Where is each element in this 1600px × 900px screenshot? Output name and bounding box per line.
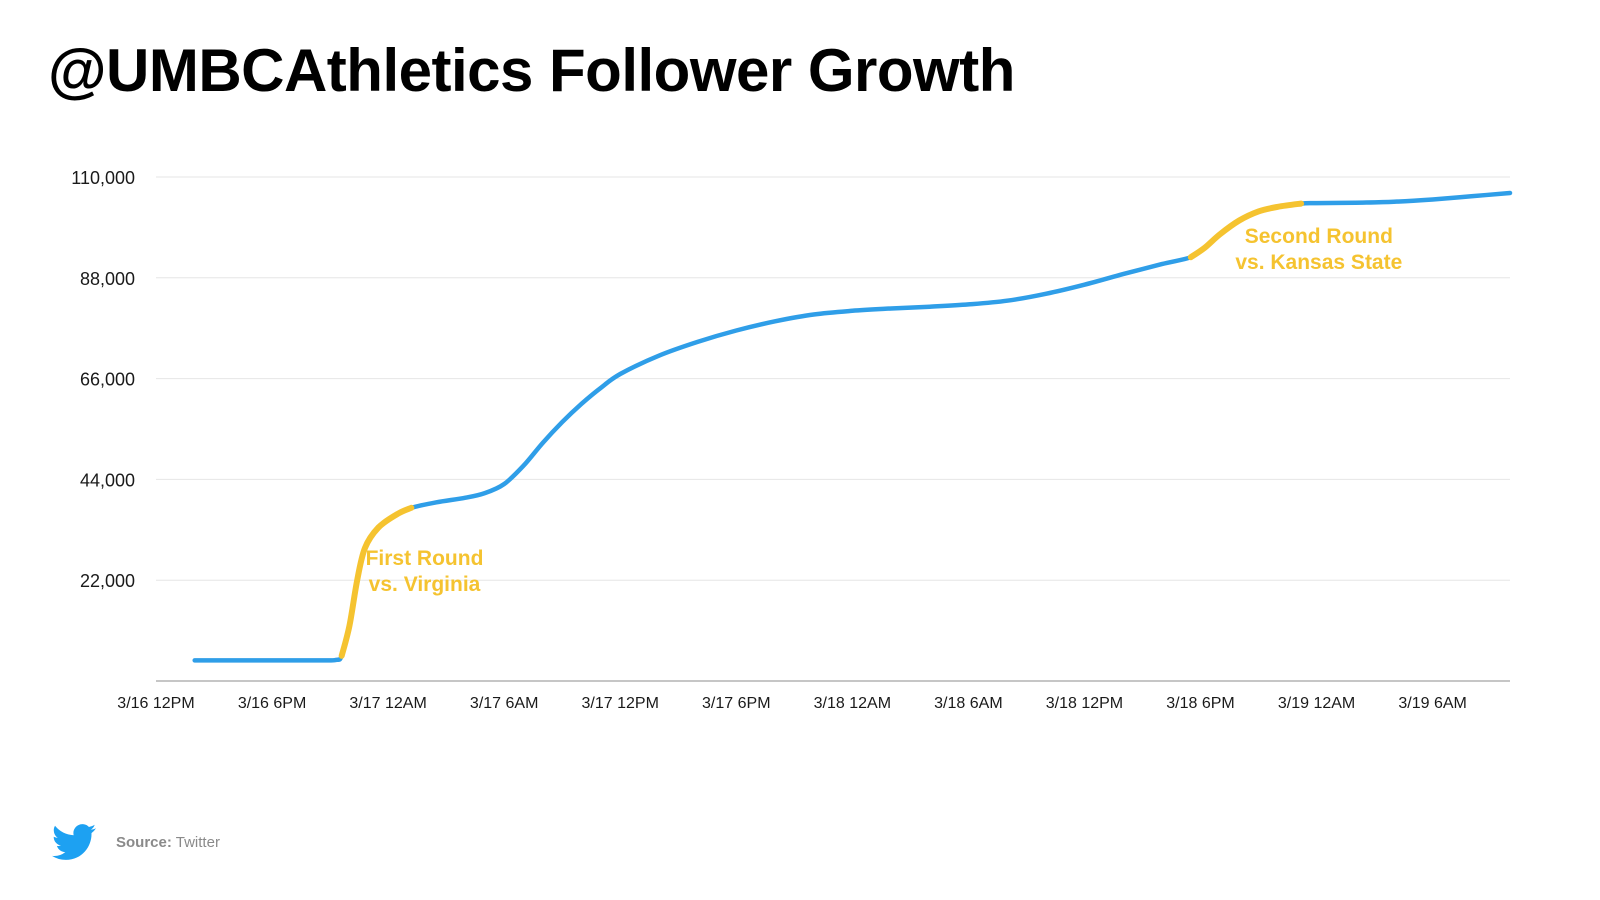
twitter-bird-icon [52, 824, 96, 860]
y-tick-label: 110,000 [71, 168, 135, 188]
highlight-segment [1187, 200, 1305, 261]
chart-title: @UMBCAthletics Follower Growth [48, 37, 1015, 104]
x-tick-label: 3/17 6AM [470, 695, 538, 712]
axes: 22,000 44,000 66,000 88,000 110,000 3/16 12PM… [71, 168, 1510, 712]
annotation-label: vs. Kansas State [1235, 251, 1402, 274]
x-tick-label: 3/16 12PM [117, 695, 194, 712]
x-tick-label: 3/17 6PM [702, 695, 770, 712]
x-tick-label: 3/18 12AM [814, 695, 891, 712]
y-tick-label: 44,000 [80, 470, 135, 490]
x-tick-label: 3/17 12PM [582, 695, 659, 712]
series-lines [192, 190, 1513, 663]
annotation-label: First Round [366, 547, 484, 570]
chart-footer: Source: Twitter [48, 818, 220, 866]
gridlines [156, 176, 1510, 581]
x-tick-label: 3/17 12AM [349, 695, 426, 712]
x-tick-label: 3/19 12AM [1278, 695, 1355, 712]
x-tick-label: 3/19 6AM [1398, 695, 1466, 712]
twitter-bird-shape [52, 824, 96, 860]
y-tick-label: 22,000 [80, 571, 135, 591]
annotation-label: Second Round [1245, 225, 1393, 248]
follower-growth-chart: 22,000 44,000 66,000 88,000 110,000 3/16 12PM… [71, 168, 1513, 712]
x-tick-label: 3/18 6AM [934, 695, 1002, 712]
source-value: Twitter [175, 833, 220, 851]
highlight-segment [338, 504, 415, 659]
y-tick-label: 66,000 [80, 370, 135, 390]
annotations: First Round vs. Virginia Second Round vs. K… [366, 225, 1403, 596]
x-tick-label: 3/18 6PM [1166, 695, 1234, 712]
y-tick-label: 88,000 [80, 269, 135, 289]
x-tick-label: 3/16 6PM [238, 695, 306, 712]
source-note: Source: Twitter [116, 834, 220, 851]
source-label: Source: [116, 833, 172, 851]
x-tick-label: 3/18 12PM [1046, 695, 1123, 712]
annotation-label: vs. Virginia [369, 573, 481, 596]
